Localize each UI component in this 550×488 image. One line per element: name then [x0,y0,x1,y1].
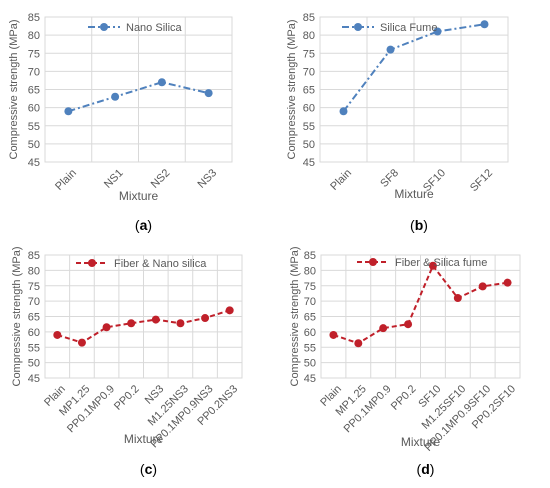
y-tick-label: 50 [28,358,40,370]
y-tick-label: 50 [303,139,315,151]
y-tick-label: 65 [28,85,40,97]
data-point [433,27,442,36]
chart-d: 455055606570758085PlainMP1.25PP0.1MP0.9P… [289,247,521,477]
y-tick-label: 60 [28,103,40,115]
data-point [176,319,185,328]
y-tick-label: 70 [28,296,40,308]
y-tick-label: 60 [304,327,316,339]
y-tick-label: 80 [304,265,316,277]
legend-entry: Nano Silica [126,22,183,34]
data-point [480,20,489,29]
data-point [157,78,166,87]
y-tick-label: 80 [303,30,315,42]
y-tick-label: 60 [303,103,315,115]
data-point [204,89,213,98]
y-tick-label: 70 [303,66,315,78]
y-tick-label: 65 [303,85,315,97]
x-axis-label: Mixture [119,189,159,203]
x-tick-label: NS1 [102,167,126,191]
data-point [64,107,73,116]
x-tick-label: NS2 [149,167,173,191]
data-point [386,45,395,54]
y-tick-label: 45 [28,157,40,169]
data-point [127,319,136,328]
y-axis-label: Compressive strength (MPa) [11,247,23,387]
y-tick-label: 75 [28,281,40,293]
x-tick-label: SF12 [468,167,495,194]
y-tick-label: 50 [304,358,316,370]
data-point [151,315,160,324]
x-axis-label: Mixture [394,187,434,201]
subfigure-caption: (c) [140,461,157,477]
x-tick-label: NS3 [196,167,220,191]
data-point [102,323,111,332]
data-point [339,107,348,116]
data-point [503,278,512,287]
series-line [68,81,209,113]
data-point [77,338,86,347]
y-tick-label: 85 [304,250,316,262]
data-point [111,92,120,101]
y-tick-label: 45 [28,373,40,385]
data-point [453,294,462,303]
x-axis-label: Mixture [124,432,164,446]
y-tick-label: 55 [303,121,315,133]
subfigure-caption: (b) [410,217,428,233]
y-axis-label: Compressive strength (MPa) [286,20,298,160]
y-axis-label: Compressive strength (MPa) [289,247,301,387]
y-tick-label: 55 [28,342,40,354]
y-tick-label: 70 [28,66,40,78]
data-point [53,330,62,339]
legend-entry: Fiber & Silica fume [395,257,487,269]
y-tick-label: 60 [28,327,40,339]
y-tick-label: 70 [304,296,316,308]
x-tick-label: Plain [328,167,354,193]
x-axis-label: Mixture [401,435,441,449]
chart-a: 45 50 55 60 65 70 75 80 85 Plain NS1 NS2 NS3 Mixture C… [8,12,233,233]
y-tick-label: 85 [28,250,40,262]
data-point [404,320,413,329]
data-point [428,261,437,270]
y-tick-label: 55 [304,342,316,354]
x-tick-label: Plain [53,167,79,193]
data-point [225,306,234,315]
y-tick-label: 65 [304,312,316,324]
data-point [379,324,388,333]
y-tick-label: 75 [28,48,40,60]
legend-swatch-marker [354,23,362,31]
y-tick-label: 75 [304,281,316,293]
chart-c: 455055606570758085PlainMP1.25PP0.1MP0.9P… [11,247,243,477]
y-tick-label: 65 [28,312,40,324]
y-tick-label: 85 [28,12,40,24]
series-line [333,263,508,345]
series-line [57,309,230,344]
y-tick-label: 55 [28,121,40,133]
legend-swatch-marker [100,23,108,31]
legend-swatch-marker [369,258,377,266]
x-tick-label: PP0.2 [112,383,142,413]
data-point [354,339,363,348]
data-point [329,330,338,339]
y-tick-label: 85 [303,12,315,24]
y-tick-label: 75 [303,48,315,60]
y-tick-label: 45 [303,157,315,169]
y-axis-label: Compressive strength (MPa) [8,20,20,160]
legend-entry: Fiber & Nano silica [114,258,207,270]
y-tick-label: 80 [28,265,40,277]
data-point [201,314,210,323]
y-tick-label: 50 [28,139,40,151]
series-line [342,23,485,112]
legend-swatch-marker [88,259,96,267]
legend-entry: Silica Fume [380,22,437,34]
data-point [478,282,487,291]
subfigure-caption: (a) [135,217,152,233]
y-tick-label: 45 [304,373,316,385]
subfigure-caption: (d) [417,461,435,477]
y-tick-label: 80 [28,30,40,42]
x-tick-label: PP0.2 [389,383,419,413]
